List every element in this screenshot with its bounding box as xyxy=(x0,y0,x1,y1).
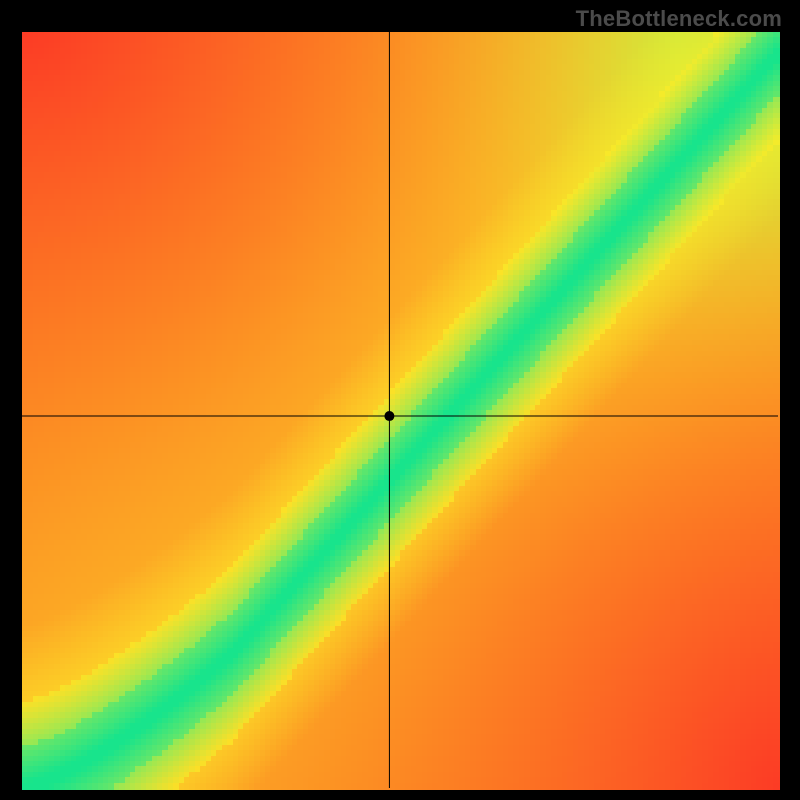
bottleneck-heatmap-canvas xyxy=(0,0,800,800)
chart-frame: TheBottleneck.com xyxy=(0,0,800,800)
watermark-text: TheBottleneck.com xyxy=(576,6,782,32)
